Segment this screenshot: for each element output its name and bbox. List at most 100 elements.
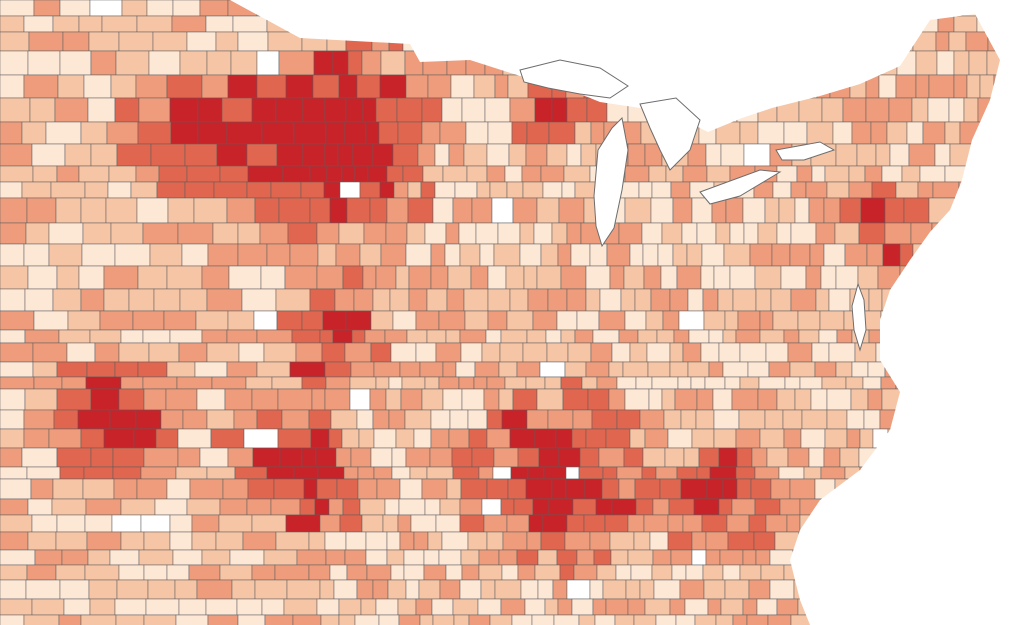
county-cell <box>850 388 869 411</box>
county-cell <box>211 376 247 390</box>
county-cell <box>486 478 509 500</box>
county-cell <box>776 222 792 245</box>
county-cell <box>820 514 848 533</box>
county-cell <box>739 121 759 145</box>
county-cell <box>505 265 525 290</box>
county-cell <box>279 447 303 468</box>
county-cell <box>221 97 253 123</box>
county-cell <box>408 288 428 312</box>
county-cell <box>120 531 145 551</box>
county-cell <box>624 388 650 411</box>
county-cell <box>630 564 653 581</box>
county-cell <box>475 222 499 245</box>
county-cell <box>85 376 122 390</box>
county-cell <box>622 361 649 378</box>
county-cell <box>561 181 576 199</box>
county-cell <box>565 478 586 500</box>
county-cell <box>971 466 996 480</box>
county-cell <box>467 531 488 551</box>
county-cell <box>718 447 738 468</box>
county-cell <box>608 361 624 378</box>
county-cell <box>976 579 991 600</box>
county-cell <box>324 97 347 123</box>
county-cell <box>797 310 821 331</box>
county-cell <box>759 310 774 331</box>
county-cell <box>998 598 1000 616</box>
county-cell <box>593 549 612 566</box>
county-cell <box>722 329 737 344</box>
county-cell <box>286 579 321 600</box>
county-cell <box>927 531 949 551</box>
county-cell <box>961 598 981 616</box>
county-cell <box>701 243 725 267</box>
county-cell <box>956 310 983 331</box>
county-cell <box>854 549 871 566</box>
county-cell <box>815 531 840 551</box>
county-cell <box>707 598 722 616</box>
county-cell <box>854 531 878 551</box>
county-cell <box>359 243 382 267</box>
county-cell <box>605 428 631 449</box>
county-cell <box>746 614 769 625</box>
county-cell <box>857 598 884 616</box>
county-cell <box>114 598 147 616</box>
county-cell <box>335 243 361 267</box>
county-cell <box>848 165 866 183</box>
county-cell <box>179 50 208 76</box>
county-cell <box>751 447 768 468</box>
county-cell <box>114 243 151 267</box>
county-cell <box>393 181 409 199</box>
county-cell <box>458 376 475 390</box>
county-cell <box>826 409 848 430</box>
county-cell <box>1015 16 1024 32</box>
county-cell <box>135 165 160 183</box>
county-cell <box>275 97 304 123</box>
county-cell <box>23 243 50 267</box>
county-cell <box>789 478 816 500</box>
county-cell <box>789 361 816 378</box>
county-cell <box>885 466 904 480</box>
county-cell <box>133 428 157 449</box>
lake-huron <box>639 97 701 171</box>
county-cell <box>626 74 649 99</box>
county-cell <box>981 531 1000 551</box>
county-cell <box>80 614 117 625</box>
county-cell <box>592 329 620 344</box>
county-cell <box>939 598 963 616</box>
county-cell <box>27 498 53 516</box>
county-cell <box>965 564 988 581</box>
county-cell <box>646 342 671 363</box>
county-cell <box>692 0 708 17</box>
county-cell <box>624 310 647 331</box>
county-cell <box>668 498 695 516</box>
county-cell <box>324 15 346 33</box>
county-cell <box>473 74 496 99</box>
county-cell <box>790 288 817 312</box>
county-cell <box>685 564 704 581</box>
county-cell <box>142 222 179 245</box>
county-cell <box>309 197 331 224</box>
county-cell <box>26 466 61 480</box>
county-cell <box>558 197 585 224</box>
county-cell <box>434 181 456 199</box>
county-cell <box>531 614 555 625</box>
county-cell <box>888 97 913 123</box>
county-cell <box>848 579 867 600</box>
county-cell <box>884 222 912 245</box>
county-cell <box>509 97 536 123</box>
county-cell <box>27 531 57 551</box>
county-cell <box>216 143 248 167</box>
county-cell <box>848 15 874 33</box>
county-cell <box>913 15 939 33</box>
county-cell <box>299 498 316 516</box>
county-cell <box>548 121 576 145</box>
county-cell <box>293 466 319 480</box>
county-cell <box>765 514 788 533</box>
county-cell <box>912 243 936 267</box>
county-cell <box>237 222 261 245</box>
county-cell <box>939 342 958 363</box>
county-cell <box>369 388 387 411</box>
county-cell <box>178 342 208 363</box>
county-cell <box>837 31 859 52</box>
county-cell <box>856 498 884 516</box>
